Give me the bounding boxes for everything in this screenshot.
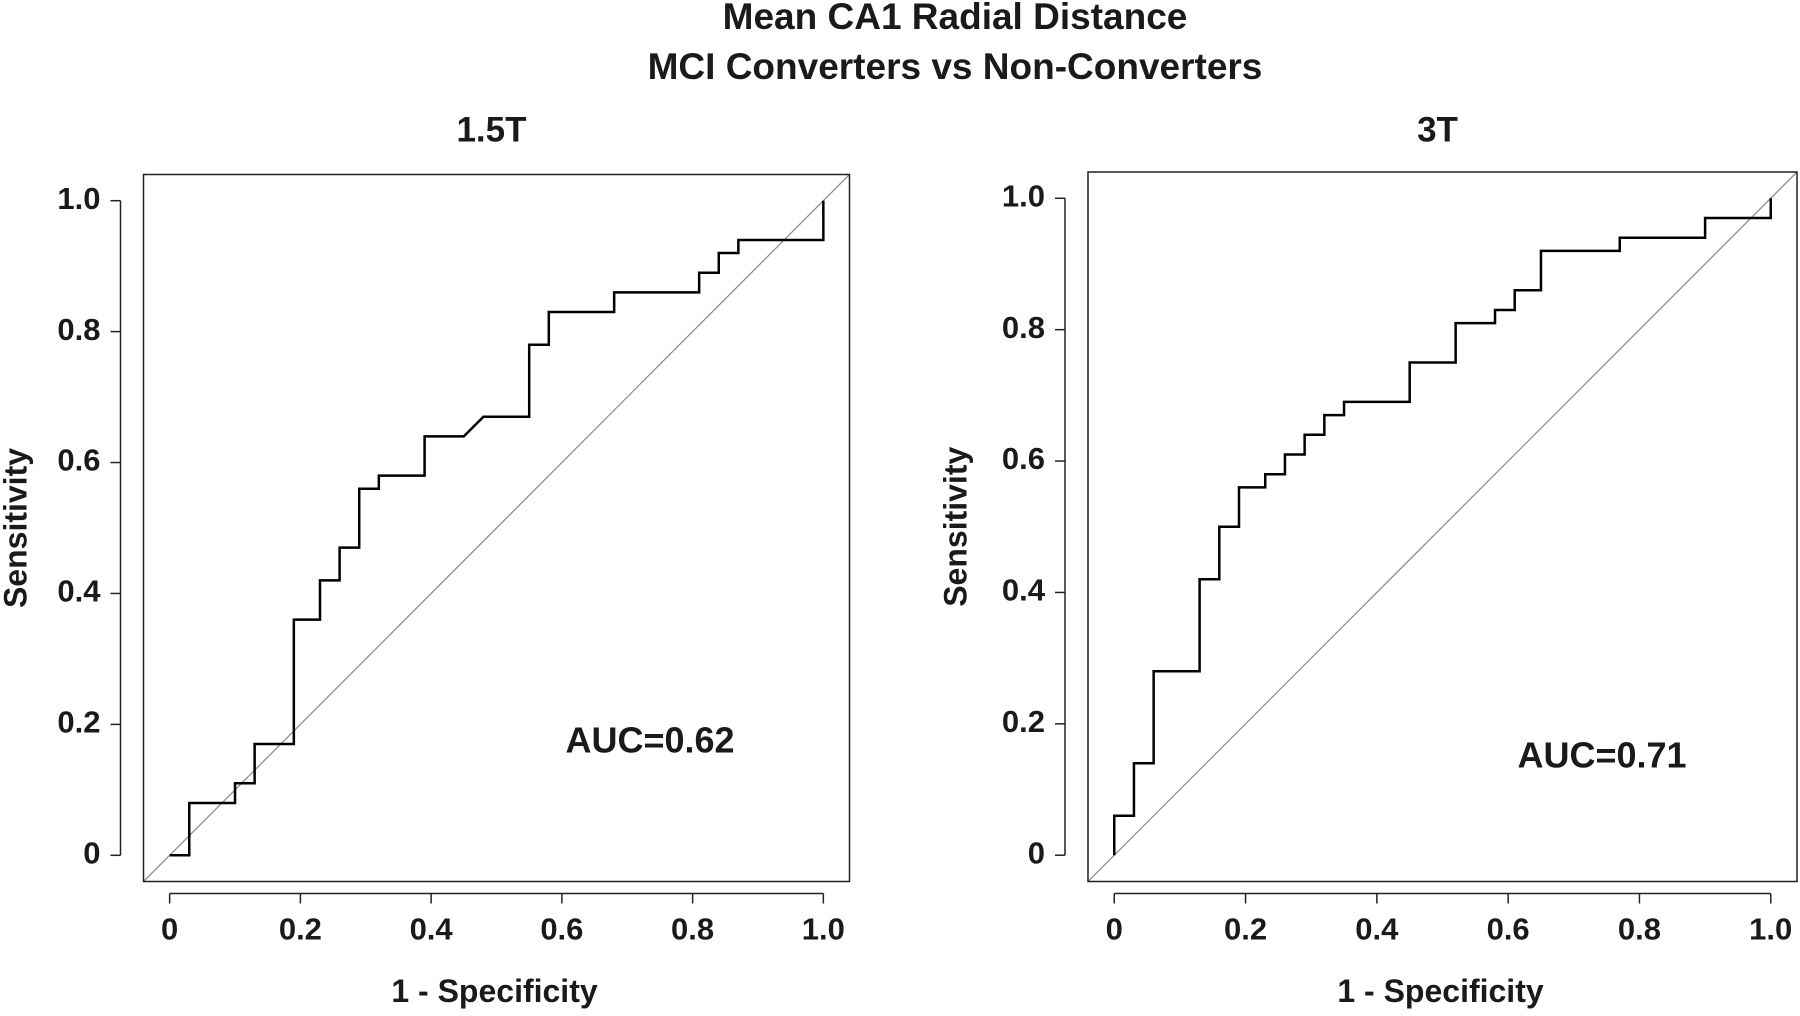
- plot-frame: [142, 173, 851, 883]
- reference-diagonal: [1088, 172, 1797, 882]
- y-tick-label: 0.4: [57, 574, 101, 609]
- roc-curve: [1113, 198, 1772, 856]
- y-axis-label: Sensitivity: [0, 448, 33, 608]
- x-tick-label: 1.0: [1749, 912, 1792, 947]
- x-tick-label: 0.2: [279, 912, 322, 947]
- y-tick-label: 0: [83, 836, 100, 871]
- x-tick-label: 0.8: [671, 912, 714, 947]
- x-tick-label: 0: [161, 912, 178, 947]
- x-tick-label: 0.6: [540, 912, 583, 947]
- y-tick-label: 0.2: [57, 705, 100, 740]
- x-tick-label: 0.4: [1355, 912, 1399, 947]
- main-subtitle: MCI Converters vs Non-Converters: [648, 46, 1263, 87]
- y-tick-label: 0.8: [57, 312, 100, 347]
- main-title: Mean CA1 Radial Distance: [723, 0, 1188, 37]
- y-tick-label: 1.0: [57, 181, 100, 216]
- x-tick-label: 0.2: [1224, 912, 1267, 947]
- reference-diagonal: [143, 174, 850, 882]
- panel-title: 3T: [1417, 110, 1458, 149]
- x-axis-label: 1 - Specificity: [1337, 973, 1544, 1009]
- x-axis-label: 1 - Specificity: [391, 973, 598, 1009]
- y-tick-label: 0.2: [1002, 704, 1045, 739]
- y-tick-label: 0.6: [57, 443, 100, 478]
- roc-curve: [169, 200, 825, 857]
- x-tick-label: 0: [1106, 912, 1123, 947]
- auc-annotation: AUC=0.71: [1517, 735, 1686, 776]
- y-axis-label: Sensitivity: [937, 447, 973, 607]
- auc-annotation: AUC=0.62: [565, 720, 734, 761]
- y-tick-label: 0: [1028, 835, 1045, 870]
- panel-title: 1.5T: [456, 110, 526, 149]
- x-tick-label: 0.8: [1618, 912, 1661, 947]
- y-tick-label: 1.0: [1002, 178, 1045, 213]
- x-tick-label: 0.6: [1487, 912, 1530, 947]
- y-tick-label: 0.6: [1002, 441, 1045, 476]
- y-tick-label: 0.8: [1002, 310, 1045, 345]
- y-tick-label: 0.4: [1002, 573, 1046, 608]
- x-tick-label: 0.4: [410, 912, 454, 947]
- x-tick-label: 1.0: [802, 912, 845, 947]
- plot-frame: [1087, 171, 1798, 883]
